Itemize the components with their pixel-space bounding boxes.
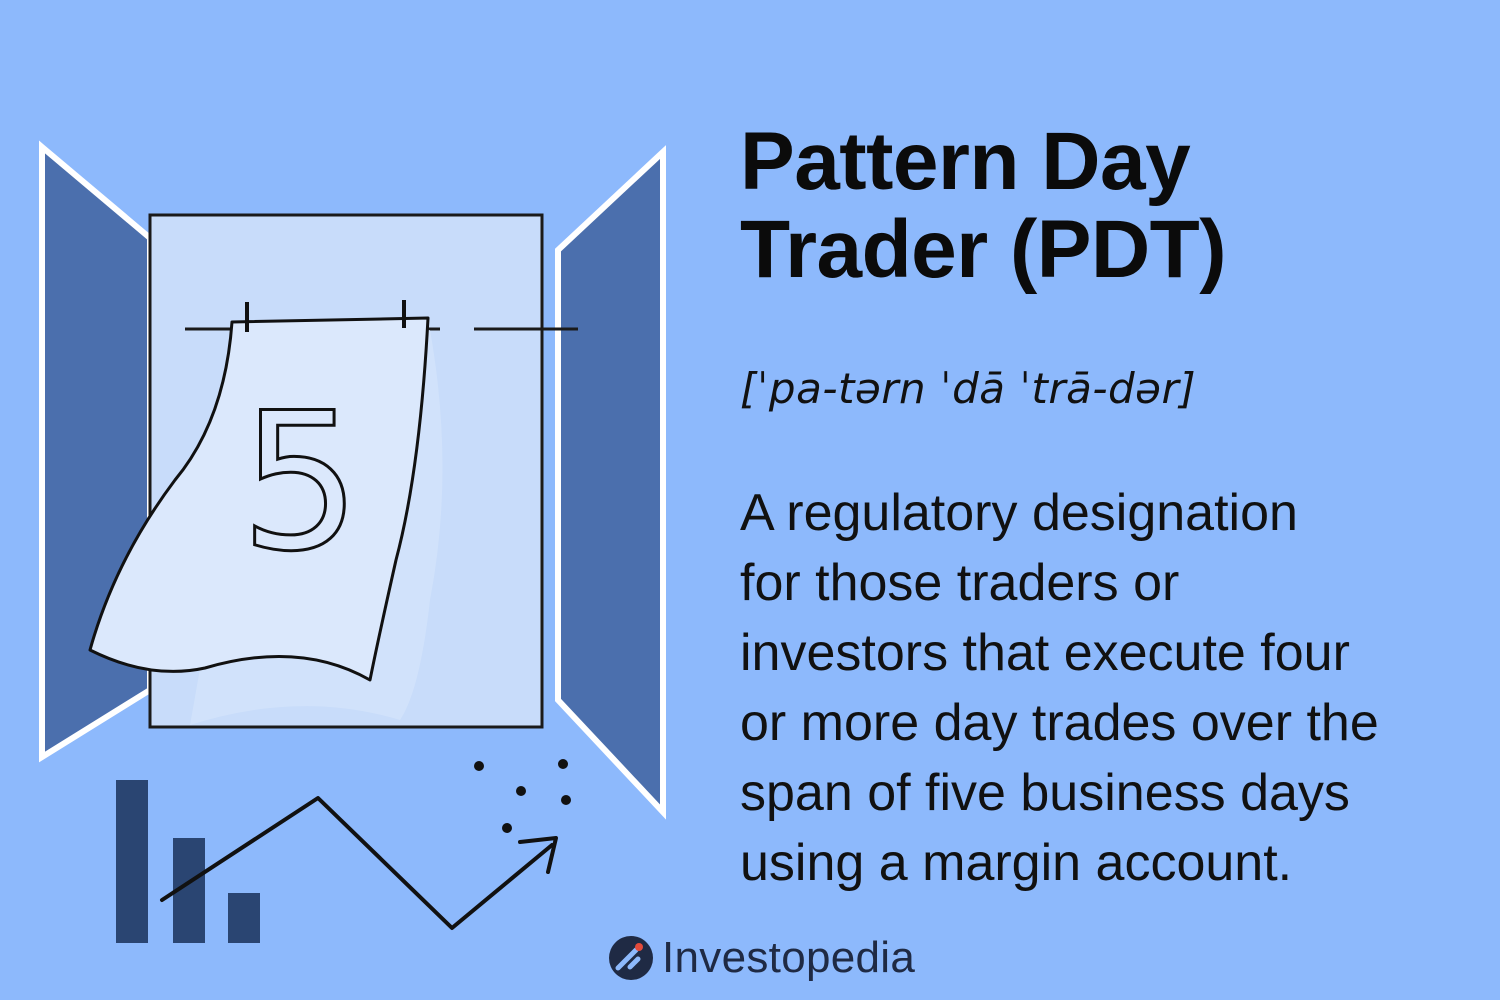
definition-line: investors that execute four <box>740 624 1350 682</box>
bar-1 <box>116 780 148 943</box>
pronunciation: [ˈpa-tərn ˈdā ˈtrā-dər] <box>740 364 1197 413</box>
trend-arrowhead <box>518 836 558 874</box>
brand-name: Investopedia <box>662 933 916 982</box>
bar-3 <box>228 893 260 943</box>
right-window-panel <box>555 145 666 820</box>
title-line-1: Pattern Day <box>740 116 1191 207</box>
calendar-page <box>88 316 430 682</box>
investopedia-logo-icon <box>609 936 653 980</box>
definition-line: using a margin account. <box>740 834 1293 892</box>
definition-line: or more day trades over the <box>740 694 1379 752</box>
definition-line: span of five business days <box>740 764 1350 822</box>
trend-arrow-line <box>160 796 554 930</box>
scatter-dots <box>474 759 571 833</box>
definition-line: A regulatory designation <box>740 484 1298 542</box>
page-title: Pattern Day Trader (PDT) <box>740 118 1460 294</box>
definition-text: A regulatory designation for those trade… <box>740 478 1480 898</box>
brand-mark: Investopedia <box>608 930 915 986</box>
title-line-2: Trader (PDT) <box>740 204 1227 295</box>
calendar-day-number: 5 <box>240 372 361 593</box>
illustration: 5 <box>39 140 666 943</box>
definition-line: for those traders or <box>740 554 1180 612</box>
